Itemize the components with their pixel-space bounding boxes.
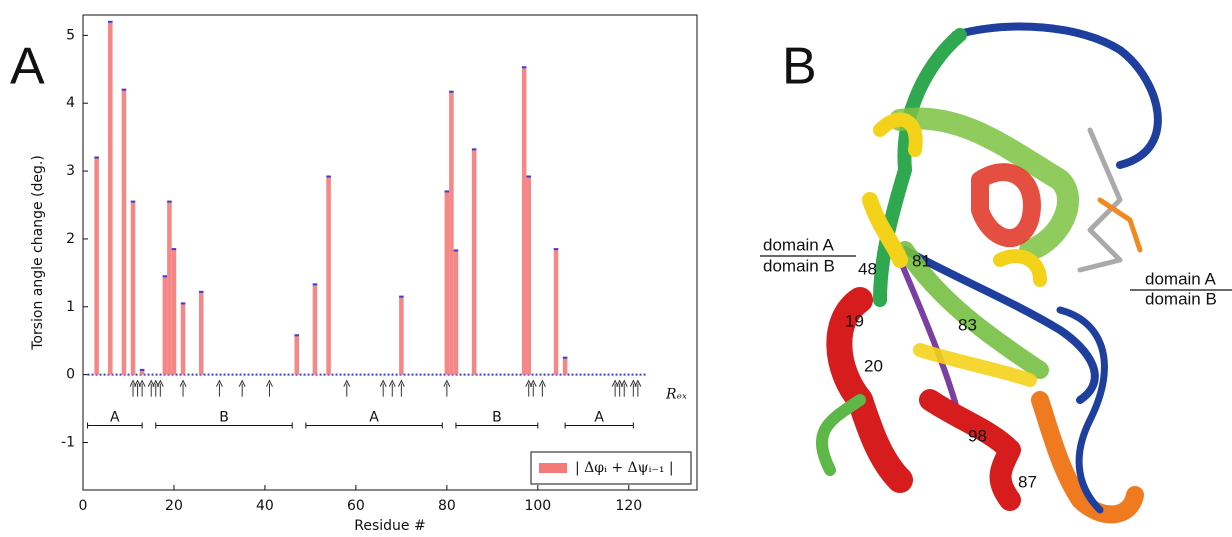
rex-arrow — [152, 379, 160, 397]
rex-arrow — [266, 379, 273, 397]
bar — [162, 276, 168, 375]
rex-arrow — [443, 379, 451, 397]
bar — [167, 201, 172, 375]
residue-label: 83 — [958, 315, 977, 334]
x-tick-label: 120 — [615, 498, 642, 514]
bar — [139, 369, 145, 375]
y-tick-label: 4 — [66, 95, 75, 111]
y-tick-label: 2 — [66, 231, 75, 247]
bar — [108, 21, 113, 375]
rex-arrow — [388, 379, 396, 397]
y-tick-label: 3 — [66, 163, 75, 179]
residue-label: 20 — [864, 356, 883, 375]
x-tick-label: 0 — [79, 498, 88, 514]
rex-arrow — [379, 379, 387, 397]
legend-swatch — [539, 463, 567, 473]
domain-label: domain A — [1145, 269, 1217, 288]
x-tick-label: 80 — [438, 498, 456, 514]
bar — [526, 176, 531, 375]
residue-label: 19 — [845, 311, 864, 330]
bar — [453, 250, 459, 375]
domain-label: domain B — [1145, 289, 1217, 308]
x-tick-label: 40 — [256, 498, 274, 514]
rex-arrow — [138, 379, 146, 397]
rex-arrow — [620, 379, 628, 397]
domain-label: A — [594, 410, 604, 426]
bar — [180, 303, 186, 375]
x-tick-label: 60 — [347, 498, 365, 514]
bar — [94, 157, 99, 375]
x-tick-label: 100 — [524, 498, 551, 514]
y-tick-label: 5 — [66, 27, 75, 43]
bar — [562, 357, 568, 375]
residue-label: 48 — [858, 259, 877, 278]
domain-span — [564, 422, 634, 429]
rex-arrow — [634, 379, 642, 397]
rex-arrow — [538, 379, 546, 397]
rex-arrow — [397, 379, 405, 397]
rex-arrow — [179, 379, 187, 397]
panel-label: A — [10, 38, 45, 96]
rex-label: Rₑₓ — [665, 387, 687, 403]
domain-span — [87, 422, 143, 429]
bar — [326, 176, 331, 375]
residue-label: 98 — [968, 426, 987, 445]
bar — [130, 201, 136, 375]
rex-arrow — [238, 379, 246, 397]
bar — [121, 89, 127, 375]
rex-arrow — [147, 379, 155, 397]
bar — [449, 91, 454, 375]
rex-arrow — [525, 379, 533, 397]
domain-label: domain A — [763, 235, 835, 254]
rex-arrow — [529, 379, 537, 397]
bar — [198, 291, 204, 375]
rex-arrow — [215, 379, 223, 397]
domain-label: B — [219, 410, 229, 426]
y-tick-label: -1 — [61, 435, 75, 451]
bar — [553, 249, 559, 375]
x-axis-label: Residue # — [354, 518, 425, 534]
x-tick-label: 20 — [165, 498, 183, 514]
rex-arrow — [134, 379, 142, 397]
rex-arrow — [629, 379, 637, 397]
rex-arrow — [129, 379, 137, 397]
plot-frame — [82, 14, 698, 491]
domain-label: A — [369, 410, 379, 426]
chart: -1 0 1 2 3 4 5 0 20 40 60 80 100 120 Residue # Torsion … — [30, 14, 698, 534]
y-tick-label: 1 — [66, 299, 75, 315]
domain-span — [455, 422, 539, 429]
legend-entry: | Δφᵢ + Δψᵢ₋₁ | — [575, 460, 674, 476]
rex-arrow — [616, 379, 624, 397]
bar — [444, 191, 450, 375]
bar — [171, 249, 177, 375]
panel-label: B — [782, 38, 817, 96]
domain-span — [305, 422, 443, 429]
bar — [471, 149, 477, 375]
rex-arrow — [343, 379, 351, 397]
rex-arrow — [611, 379, 619, 397]
domain-label: B — [492, 410, 502, 426]
rex-arrow — [156, 379, 164, 397]
y-tick-label: 0 — [66, 367, 75, 383]
domain-label: domain B — [763, 256, 835, 275]
domain-span — [155, 422, 293, 429]
bar — [312, 284, 318, 375]
structure-image: domain A domain B domain A domain B 48 81… — [760, 22, 1232, 524]
bar — [294, 335, 300, 375]
bar — [521, 67, 527, 375]
residue-label: 81 — [912, 251, 931, 270]
domain-label: A — [110, 410, 120, 426]
bar — [399, 296, 404, 375]
residue-label: 87 — [1018, 472, 1037, 491]
y-axis-label: Torsion angle change (deg.) — [30, 155, 46, 351]
